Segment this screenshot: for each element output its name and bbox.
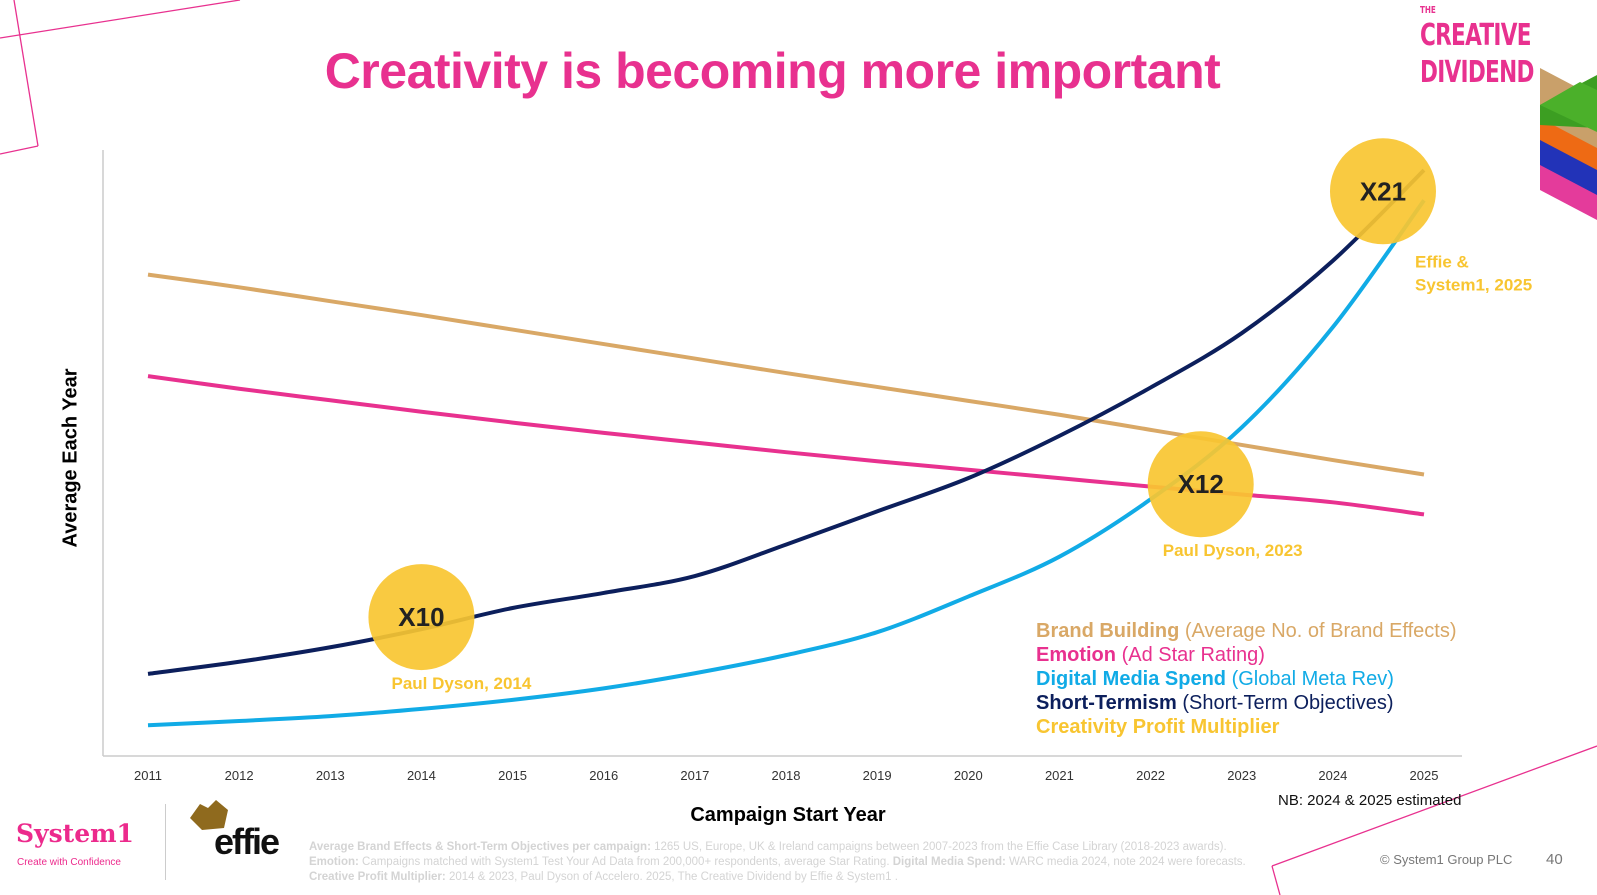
legend-name: Brand Building (1036, 620, 1180, 642)
logo-line: THE (1420, 5, 1436, 16)
x-tick-label: 2015 (498, 768, 527, 783)
x-axis-label: Campaign Start Year (690, 804, 886, 826)
x-tick-label: 2024 (1318, 768, 1347, 783)
multiplier-label: X21 (1360, 176, 1406, 206)
footnote-text: 1265 US, Europe, UK & Ireland campaigns … (650, 841, 1227, 853)
multiplier-source: System1, 2025 (1415, 275, 1532, 294)
logo-divider (165, 804, 166, 880)
x-tick-label: 2016 (589, 768, 618, 783)
multiplier-label: X10 (398, 602, 444, 632)
legend-name: Short-Termism (1036, 692, 1177, 714)
series-line-digital-media-spend (147, 199, 1426, 728)
x-tick-label: 2017 (680, 768, 709, 783)
x-tick-label: 2018 (772, 768, 801, 783)
system1-tagline: Create with Confidence (17, 857, 121, 868)
legend-desc: (Global Meta Rev) (1231, 668, 1394, 690)
legend-name: Creativity Profit Multiplier (1036, 716, 1280, 738)
x-tick-label: 2021 (1045, 768, 1074, 783)
legend-item: Short-Termism (Short-Term Objectives) (1036, 691, 1457, 715)
multiplier-circle (1147, 431, 1254, 538)
legend-item: Brand Building (Average No. of Brand Eff… (1036, 619, 1457, 643)
page-number: 40 (1546, 851, 1563, 868)
footnote-text: 2014 & 2023, Paul Dyson of Accelero. 202… (445, 871, 898, 883)
footnote-text: Campaigns matched with System1 Test Your… (358, 856, 893, 868)
stack-graphic (1540, 68, 1597, 220)
x-tick-label: 2022 (1136, 768, 1165, 783)
legend-desc: (Short-Term Objectives) (1182, 692, 1394, 714)
legend-item: Emotion (Ad Star Rating) (1036, 643, 1457, 667)
page-title: Creativity is becoming more important (324, 43, 1221, 99)
footnote-bold: Average Brand Effects & Short-Term Objec… (309, 841, 651, 853)
x-tick-label: 2013 (316, 768, 345, 783)
effie-statue-icon (190, 800, 228, 830)
creative-dividend-logo: THE CREATIVE DIVIDEND (1420, 4, 1534, 91)
multiplier-circle (368, 564, 475, 671)
series-line-short-termism (147, 168, 1426, 676)
legend-desc: (Average No. of Brand Effects) (1184, 620, 1457, 642)
system1-logo: System1 (16, 819, 134, 848)
footnote: Average Brand Effects & Short-Term Objec… (309, 840, 1259, 885)
multiplier-source: Effie & (1415, 252, 1469, 271)
y-axis-label: Average Each Year (59, 368, 82, 548)
x-tick-label: 2025 (1410, 768, 1439, 783)
effie-logo: effie (214, 821, 280, 862)
multiplier-circle (1329, 138, 1436, 245)
x-tick-label: 2011 (134, 768, 162, 783)
logo-line: CREATIVE (1420, 18, 1531, 53)
copyright: © System1 Group PLC (1380, 852, 1513, 867)
x-tick-label: 2012 (225, 768, 254, 783)
x-tick-label: 2014 (407, 768, 436, 783)
legend-item: Creativity Profit Multiplier (1036, 715, 1457, 739)
legend-item: Digital Media Spend (Global Meta Rev) (1036, 667, 1457, 691)
estimate-note: NB: 2024 & 2025 estimated (1278, 792, 1462, 809)
multiplier-source: Paul Dyson, 2023 (1163, 541, 1303, 560)
legend-desc: (Ad Star Rating) (1121, 644, 1265, 666)
legend-name: Emotion (1036, 644, 1116, 666)
x-tick-label: 2023 (1227, 768, 1256, 783)
legend: Brand Building (Average No. of Brand Eff… (1036, 619, 1457, 739)
multiplier-source: Paul Dyson, 2014 (392, 674, 532, 693)
multiplier-label: X12 (1178, 469, 1224, 499)
footnote-text: WARC media 2024, note 2024 were forecast… (1005, 856, 1246, 868)
footnote-bold: Emotion: (309, 856, 359, 868)
footnote-bold: Creative Profit Multiplier: (309, 871, 446, 883)
logo-line: DIVIDEND (1420, 55, 1534, 90)
x-tick-label: 2019 (863, 768, 892, 783)
x-tick-label: 2020 (954, 768, 983, 783)
footnote-bold: Digital Media Spend: (892, 856, 1006, 868)
legend-name: Digital Media Spend (1036, 668, 1227, 690)
